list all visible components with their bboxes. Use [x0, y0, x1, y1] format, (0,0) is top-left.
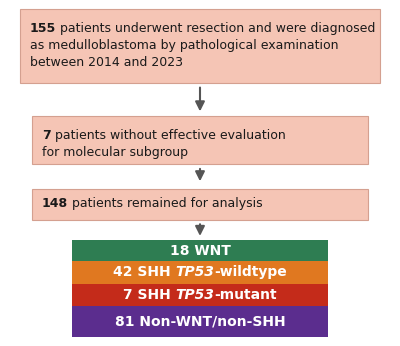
- Bar: [72, 240, 328, 261]
- Bar: [72, 306, 328, 337]
- Text: -mutant: -mutant: [214, 288, 277, 302]
- Text: -wildtype: -wildtype: [214, 265, 287, 280]
- Text: TP53: TP53: [176, 288, 214, 302]
- Text: TP53: TP53: [176, 265, 214, 280]
- Text: between 2014 and 2023: between 2014 and 2023: [30, 56, 183, 69]
- Text: patients without effective evaluation: patients without effective evaluation: [51, 129, 286, 142]
- Text: patients underwent resection and were diagnosed: patients underwent resection and were di…: [56, 22, 376, 35]
- Text: 42 SHH: 42 SHH: [113, 265, 176, 280]
- FancyBboxPatch shape: [32, 116, 368, 164]
- Text: 18 WNT: 18 WNT: [170, 244, 230, 258]
- Text: 81 Non-WNT/non-SHH: 81 Non-WNT/non-SHH: [115, 315, 285, 329]
- Text: patients remained for analysis: patients remained for analysis: [68, 197, 263, 210]
- Text: 7: 7: [42, 129, 51, 142]
- Text: 155: 155: [30, 22, 56, 35]
- FancyBboxPatch shape: [32, 189, 368, 220]
- Text: 7 SHH: 7 SHH: [123, 288, 176, 302]
- Text: 148: 148: [42, 197, 68, 210]
- FancyBboxPatch shape: [20, 9, 380, 83]
- Text: as medulloblastoma by pathological examination: as medulloblastoma by pathological exami…: [30, 39, 338, 52]
- Bar: [72, 284, 328, 306]
- Text: for molecular subgroup: for molecular subgroup: [42, 146, 188, 159]
- Bar: [72, 261, 328, 284]
